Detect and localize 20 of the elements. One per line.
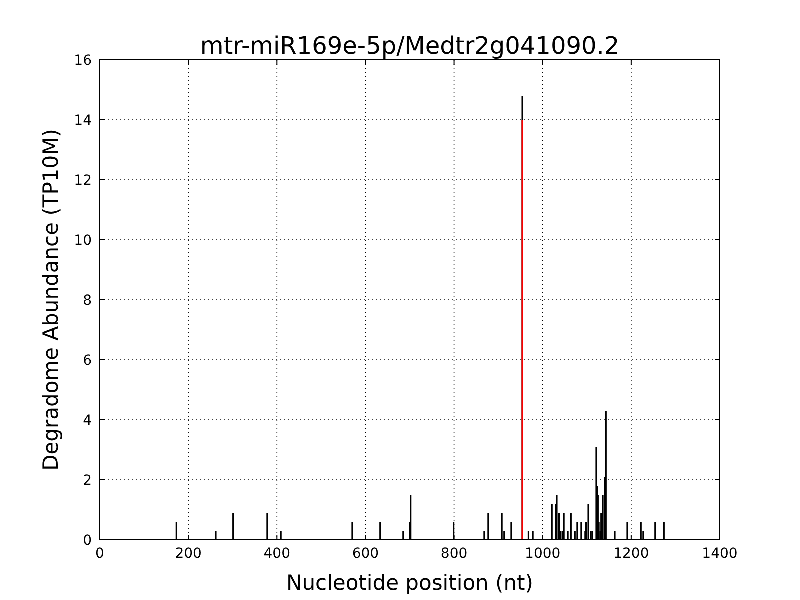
y-tick-label: 6: [83, 352, 92, 369]
x-tick-label: 600: [352, 546, 380, 562]
chart-title: mtr-miR169e-5p/Medtr2g041090.2: [200, 32, 620, 60]
x-tick-label: 800: [440, 546, 468, 562]
x-tick-label: 1200: [614, 546, 650, 562]
y-tick-label: 8: [83, 292, 92, 309]
x-tick-label: 400: [264, 546, 291, 562]
x-tick-label: 1000: [525, 546, 561, 562]
y-tick-label: 0: [83, 532, 92, 549]
x-axis-title: Nucleotide position (nt): [286, 571, 534, 595]
x-tick-label: 200: [175, 546, 202, 562]
y-tick-label: 12: [74, 172, 92, 189]
y-tick-label: 16: [74, 52, 92, 69]
y-tick-label: 4: [83, 412, 92, 429]
y-tick-label: 14: [74, 112, 92, 129]
x-tick-label: 0: [96, 546, 104, 562]
x-tick-label: 1400: [702, 546, 738, 562]
y-tick-label: 10: [74, 232, 92, 249]
y-tick-label: 2: [83, 472, 92, 489]
y-axis-title: Degradome Abundance (TP10M): [39, 129, 63, 471]
